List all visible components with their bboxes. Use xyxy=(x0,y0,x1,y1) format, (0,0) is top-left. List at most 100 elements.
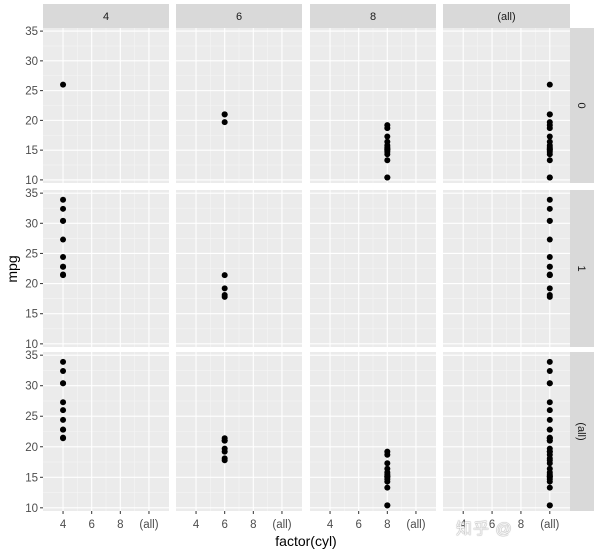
panel-1-4 xyxy=(43,190,169,347)
svg-text:10: 10 xyxy=(25,503,38,515)
row-strip-1: 1 xyxy=(570,190,594,347)
svg-text:25: 25 xyxy=(25,411,38,423)
svg-text:4: 4 xyxy=(460,519,467,531)
svg-text:35: 35 xyxy=(25,188,38,200)
data-point xyxy=(221,272,228,279)
svg-text:6: 6 xyxy=(221,519,227,531)
data-point xyxy=(546,122,553,129)
svg-text:25: 25 xyxy=(25,86,38,98)
svg-text:8: 8 xyxy=(117,519,123,531)
data-point xyxy=(221,457,228,464)
svg-text:(all): (all) xyxy=(540,519,559,531)
data-point xyxy=(546,81,553,88)
data-point xyxy=(221,448,228,455)
svg-text:35: 35 xyxy=(25,350,38,362)
panel-1-6 xyxy=(176,190,302,347)
data-point xyxy=(384,448,391,455)
svg-text:8: 8 xyxy=(370,11,376,23)
data-point xyxy=(384,484,391,491)
y-axis-row-2: 10 15 20 25 30 35 xyxy=(25,188,43,351)
data-point xyxy=(60,236,67,243)
svg-text:6: 6 xyxy=(355,519,361,531)
data-point xyxy=(546,196,553,203)
data-point xyxy=(221,111,228,118)
data-point xyxy=(546,147,553,154)
row-strip-all: (all) xyxy=(570,352,594,511)
data-point xyxy=(60,380,67,387)
data-point xyxy=(546,484,553,491)
data-point xyxy=(221,435,228,442)
data-point xyxy=(384,142,391,149)
data-point xyxy=(546,457,553,464)
data-point xyxy=(546,272,553,279)
svg-text:30: 30 xyxy=(25,218,38,230)
watermark: 知乎 @ xyxy=(456,521,513,538)
data-point xyxy=(546,407,553,414)
svg-text:30: 30 xyxy=(25,56,38,68)
y-axis-row-3: 10 15 20 25 30 35 xyxy=(25,350,43,515)
x-axis-title: factor(cyl) xyxy=(275,533,336,549)
row-strip-0: 0 xyxy=(570,28,594,183)
data-point xyxy=(60,196,67,203)
svg-text:35: 35 xyxy=(25,26,38,38)
svg-text:30: 30 xyxy=(25,381,38,393)
svg-text:4: 4 xyxy=(60,519,67,531)
svg-text:1: 1 xyxy=(575,265,587,271)
data-point xyxy=(546,142,553,149)
svg-text:6: 6 xyxy=(236,11,242,23)
data-point xyxy=(384,460,391,467)
data-point xyxy=(546,448,553,455)
data-point xyxy=(60,205,67,212)
panel-1-8 xyxy=(310,190,436,347)
data-point xyxy=(384,133,391,140)
svg-text:8: 8 xyxy=(384,519,390,531)
svg-text:4: 4 xyxy=(103,11,109,23)
svg-text:10: 10 xyxy=(25,339,38,351)
data-point xyxy=(546,174,553,181)
col-strip-6: 6 xyxy=(176,4,302,28)
data-point xyxy=(60,416,67,423)
panel-all-6 xyxy=(176,352,302,511)
data-point xyxy=(384,174,391,181)
svg-text:4: 4 xyxy=(327,519,334,531)
svg-text:15: 15 xyxy=(25,309,38,321)
data-point xyxy=(546,380,553,387)
data-point xyxy=(60,368,67,375)
svg-text:15: 15 xyxy=(25,472,38,484)
data-point xyxy=(546,263,553,270)
data-point xyxy=(384,147,391,154)
data-point xyxy=(546,502,553,509)
data-point xyxy=(546,157,553,164)
data-point xyxy=(546,358,553,365)
panel-0-all xyxy=(443,28,570,183)
data-point xyxy=(60,407,67,414)
svg-text:8: 8 xyxy=(518,519,524,531)
svg-text:(all): (all) xyxy=(497,11,515,23)
data-point xyxy=(546,469,553,476)
data-point xyxy=(546,205,553,212)
data-point xyxy=(546,435,553,442)
data-point xyxy=(60,426,67,433)
data-point xyxy=(60,435,67,442)
data-point xyxy=(60,217,67,224)
x-axis-col-3: 4 6 8 (all) xyxy=(327,511,426,531)
panel-all-8 xyxy=(310,352,436,511)
data-point xyxy=(60,399,67,406)
svg-text:8: 8 xyxy=(250,519,256,531)
data-point xyxy=(546,111,553,118)
svg-text:6: 6 xyxy=(489,519,495,531)
data-point xyxy=(384,502,391,509)
svg-text:6: 6 xyxy=(88,519,94,531)
svg-text:(all): (all) xyxy=(272,519,291,531)
data-point xyxy=(546,426,553,433)
svg-text:(all): (all) xyxy=(406,519,425,531)
col-strip-all: (all) xyxy=(443,4,570,28)
panel-0-6 xyxy=(176,28,302,183)
col-strip-4: 4 xyxy=(43,4,169,28)
svg-text:(all): (all) xyxy=(575,422,587,440)
data-point xyxy=(546,254,553,261)
data-point xyxy=(546,474,553,481)
data-point xyxy=(60,358,67,365)
y-axis-title: mpg xyxy=(4,255,20,282)
